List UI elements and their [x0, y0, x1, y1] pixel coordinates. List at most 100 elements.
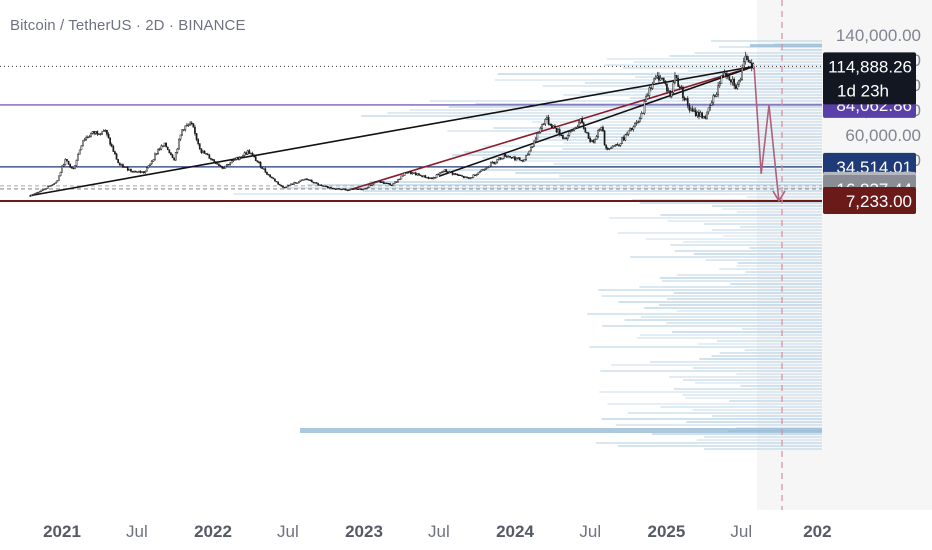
candle-body: [123, 166, 126, 168]
candle-body: [576, 126, 579, 129]
candle-body: [62, 164, 65, 167]
volume-profile-bar: [608, 217, 822, 219]
candle-body: [530, 147, 532, 152]
volume-profile-bar: [624, 319, 822, 321]
volume-profile-bar: [627, 412, 822, 414]
candle-body: [458, 174, 460, 176]
candle-body: [278, 183, 281, 186]
time-axis[interactable]: 2021 Jul 2022 Jul 2023 Jul 2024 Jul 2025 Jul 202: [0, 510, 932, 550]
volume-profile-bar: [626, 88, 822, 90]
candle-body: [677, 77, 679, 87]
candle-body: [181, 129, 183, 136]
candle-body: [654, 76, 657, 79]
volume-profile-bar: [639, 334, 822, 336]
candle-body: [128, 168, 131, 171]
candle-body: [448, 171, 451, 174]
volume-profile-bar: [780, 49, 822, 51]
volume-profile-bar: [611, 364, 822, 366]
candle-body: [552, 125, 555, 129]
symbol-title[interactable]: Bitcoin / TetherUS · 2D · BINANCE: [10, 17, 246, 34]
price-tag: [823, 186, 916, 214]
volume-profile-bar: [563, 142, 822, 144]
candle-body: [96, 131, 99, 135]
candle-body: [72, 167, 75, 170]
candle-body: [709, 105, 711, 109]
candle-body: [694, 109, 697, 117]
volume-profile-bar: [643, 307, 822, 309]
candle-body: [126, 166, 129, 171]
candle-body: [106, 129, 108, 135]
time-axis-background: [0, 510, 932, 550]
candle-body: [174, 152, 177, 161]
candle-body: [413, 172, 415, 174]
volume-profile-bar: [599, 391, 822, 393]
candle-body: [446, 171, 449, 174]
candle-body: [584, 128, 587, 133]
candle-body: [405, 172, 407, 174]
time-tick-label: 2024: [496, 522, 534, 541]
candle-body: [317, 183, 319, 186]
candle-body: [430, 177, 433, 180]
candle-body: [373, 182, 375, 185]
candle-body: [283, 187, 286, 189]
candle-body: [134, 170, 137, 173]
volume-profile-bar: [745, 271, 822, 273]
forecast-path: [753, 66, 786, 203]
trend-lines: [30, 65, 755, 197]
candle-body: [645, 95, 647, 102]
volume-profile-bar: [673, 292, 822, 294]
volume-profile-bar: [285, 187, 822, 189]
candle-body: [94, 131, 97, 134]
candle-body: [517, 157, 519, 159]
candle-body: [733, 78, 735, 86]
trend-line-black-2020: [30, 65, 755, 197]
candle-body: [328, 186, 331, 189]
candle-body: [226, 164, 228, 167]
candle-body: [272, 177, 275, 180]
candle-body: [573, 127, 575, 131]
candle-body: [440, 172, 443, 174]
candle-body: [602, 126, 604, 132]
candle-body: [312, 181, 315, 184]
volume-profile-bar: [429, 100, 822, 102]
candle-body: [598, 129, 601, 131]
candle-body: [590, 140, 593, 142]
volume-profile-bar: [562, 148, 822, 150]
candle-body: [595, 136, 598, 140]
candle-body: [600, 126, 603, 131]
candle-body: [368, 184, 371, 188]
candle-body: [704, 116, 707, 119]
candle-body: [109, 137, 111, 145]
candle-body: [186, 124, 188, 127]
candle-body: [82, 140, 84, 147]
candle-body: [475, 174, 478, 177]
volume-profile-bar: [532, 139, 822, 141]
candle-body: [504, 154, 507, 157]
candle-body: [298, 181, 300, 184]
volume-profile-bar: [633, 61, 822, 63]
volume-profile-bar: [660, 406, 822, 408]
candle-body: [525, 155, 527, 160]
volume-profile-bar: [676, 274, 822, 276]
candle-body: [258, 161, 260, 163]
price-candles: [29, 51, 755, 197]
candle-body: [574, 127, 577, 129]
candle-body: [624, 134, 627, 141]
candle-body: [370, 184, 372, 186]
candle-body: [570, 130, 572, 132]
candle-body: [310, 179, 313, 183]
volume-profile-bar: [711, 205, 822, 207]
candle-body: [675, 75, 678, 79]
candle-body: [277, 181, 279, 185]
candle-body: [680, 86, 683, 89]
volume-profile-bar: [697, 343, 822, 345]
candle-body: [334, 188, 337, 190]
volume-profile-bar: [514, 160, 822, 162]
volume-profile-bar: [705, 259, 822, 261]
horizontal-levels: [0, 0, 822, 510]
candle-body: [333, 188, 335, 190]
candle-body: [325, 185, 327, 187]
volume-profile-bar: [695, 382, 822, 384]
candle-body: [45, 188, 47, 190]
